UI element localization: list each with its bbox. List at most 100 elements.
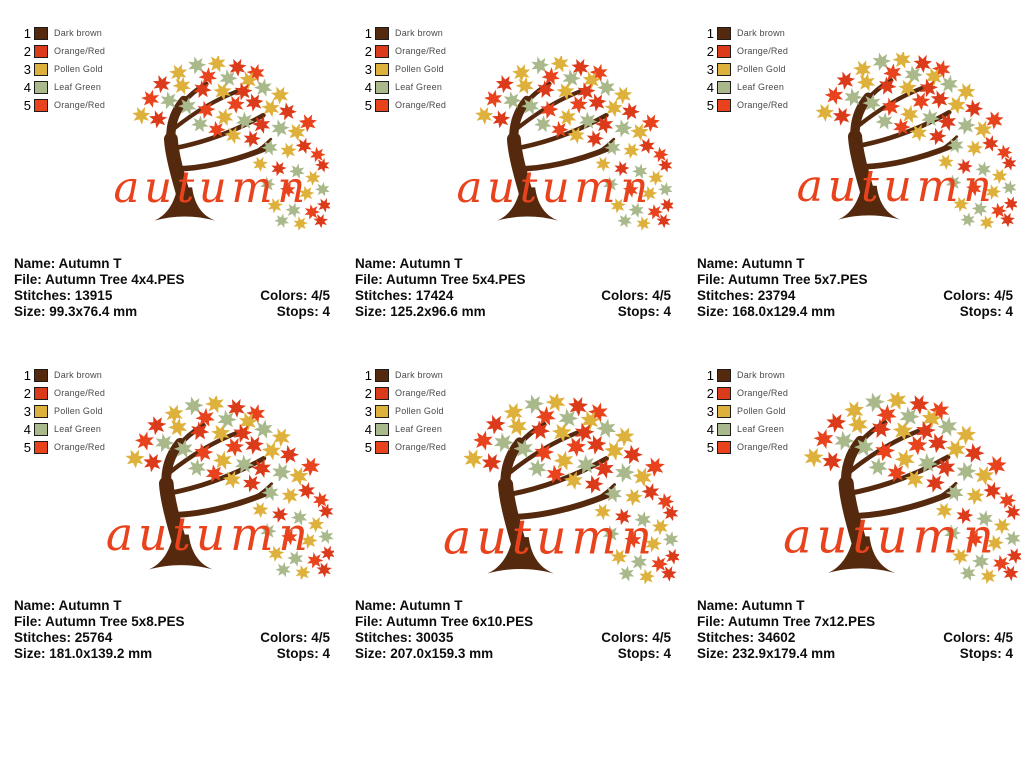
design-colors: Colors: 4/5 <box>601 288 671 304</box>
legend-item: 5 Orange/Red <box>20 96 105 114</box>
legend-item-number: 5 <box>706 97 714 113</box>
name-label: Name: <box>14 256 56 271</box>
legend-item-number: 5 <box>23 439 31 455</box>
design-name: Name: Autumn T <box>14 598 330 614</box>
legend-item: 4 Leaf Green <box>20 78 105 96</box>
legend-item-number: 3 <box>364 403 372 419</box>
color-swatch <box>375 404 389 418</box>
legend-item-label: Pollen Gold <box>395 64 444 74</box>
legend-item: 2 Orange/Red <box>20 42 105 60</box>
color-swatch <box>375 440 389 454</box>
design-size: Size: 207.0x159.3 mm <box>355 646 493 662</box>
file-label: File: <box>355 614 383 629</box>
design-stops: Stops: 4 <box>618 646 671 662</box>
colors-value: 4/5 <box>652 630 671 645</box>
legend-item: 3 Pollen Gold <box>361 60 446 78</box>
stitches-label: Stitches: <box>355 288 413 303</box>
legend-item-number: 1 <box>23 367 31 383</box>
file-label: File: <box>355 272 383 287</box>
legend-item: 4 Leaf Green <box>361 78 446 96</box>
color-swatch <box>34 386 48 400</box>
thread-color-legend: 1 Dark brown 2 Orange/Red 3 Pollen Gold … <box>361 24 446 114</box>
legend-item: 3 Pollen Gold <box>20 402 105 420</box>
size-stops-row: Size: 168.0x129.4 mm Stops: 4 <box>697 304 1013 320</box>
design-file: File: Autumn Tree 6x10.PES <box>355 614 671 630</box>
design-stops: Stops: 4 <box>277 646 330 662</box>
design-name: Name: Autumn T <box>355 598 671 614</box>
color-swatch <box>717 386 731 400</box>
legend-item: 2 Orange/Red <box>361 384 446 402</box>
legend-item: 3 Pollen Gold <box>20 60 105 78</box>
legend-item: 1 Dark brown <box>20 24 105 42</box>
legend-item-number: 2 <box>706 43 714 59</box>
colors-label: Colors: <box>601 630 649 645</box>
name-label: Name: <box>697 598 739 613</box>
legend-item-number: 1 <box>706 367 714 383</box>
stops-value: 4 <box>663 646 671 661</box>
legend-item-label: Orange/Red <box>395 100 447 110</box>
legend-item-number: 3 <box>364 61 372 77</box>
thread-color-legend: 1 Dark brown 2 Orange/Red 3 Pollen Gold … <box>703 366 788 456</box>
file-value: Autumn Tree 6x10.PES <box>386 614 534 629</box>
design-colors: Colors: 4/5 <box>943 630 1013 646</box>
stitches-colors-row: Stitches: 13915 Colors: 4/5 <box>14 288 330 304</box>
design-size: Size: 168.0x129.4 mm <box>697 304 835 320</box>
size-value: 99.3x76.4 mm <box>49 304 138 319</box>
stops-value: 4 <box>322 304 330 319</box>
stitches-value: 34602 <box>757 630 796 645</box>
color-swatch <box>717 404 731 418</box>
legend-item-label: Orange/Red <box>737 100 789 110</box>
legend-item-number: 1 <box>706 25 714 41</box>
stops-label: Stops: <box>959 646 1002 661</box>
stitches-value: 30035 <box>415 630 454 645</box>
legend-item: 4 Leaf Green <box>20 420 105 438</box>
stitches-label: Stitches: <box>697 288 755 303</box>
color-swatch <box>717 98 731 112</box>
design-card: 1 Dark brown 2 Orange/Red 3 Pollen Gold … <box>683 0 1024 342</box>
color-swatch <box>375 62 389 76</box>
legend-item: 5 Orange/Red <box>20 438 105 456</box>
design-size: Size: 232.9x179.4 mm <box>697 646 835 662</box>
legend-item-label: Orange/Red <box>395 46 447 56</box>
stitches-label: Stitches: <box>14 630 72 645</box>
stitches-value: 25764 <box>74 630 113 645</box>
colors-value: 4/5 <box>994 630 1013 645</box>
file-value: Autumn Tree 5x8.PES <box>45 614 185 629</box>
legend-item: 4 Leaf Green <box>703 420 788 438</box>
colors-label: Colors: <box>260 630 308 645</box>
color-swatch <box>34 80 48 94</box>
color-swatch <box>717 44 731 58</box>
color-swatch <box>34 404 48 418</box>
stitches-label: Stitches: <box>697 630 755 645</box>
legend-item-number: 2 <box>364 43 372 59</box>
stitches-colors-row: Stitches: 30035 Colors: 4/5 <box>355 630 671 646</box>
design-card: 1 Dark brown 2 Orange/Red 3 Pollen Gold … <box>341 0 682 342</box>
design-colors: Colors: 4/5 <box>943 288 1013 304</box>
size-stops-row: Size: 232.9x179.4 mm Stops: 4 <box>697 646 1013 662</box>
size-label: Size: <box>355 646 387 661</box>
file-value: Autumn Tree 5x7.PES <box>728 272 868 287</box>
design-colors: Colors: 4/5 <box>260 630 330 646</box>
legend-item-number: 4 <box>364 421 372 437</box>
name-label: Name: <box>355 598 397 613</box>
legend-item: 2 Orange/Red <box>20 384 105 402</box>
design-info: Name: Autumn T File: Autumn Tree 6x10.PE… <box>355 598 671 662</box>
legend-item-label: Leaf Green <box>737 82 785 92</box>
stops-label: Stops: <box>276 304 319 319</box>
stitches-colors-row: Stitches: 23794 Colors: 4/5 <box>697 288 1013 304</box>
legend-item-label: Dark brown <box>737 28 786 38</box>
embroidery-tree-artwork <box>437 394 679 586</box>
design-name: Name: Autumn T <box>697 598 1013 614</box>
legend-item: 1 Dark brown <box>703 366 788 384</box>
design-name: Name: Autumn T <box>697 256 1013 272</box>
design-size: Size: 99.3x76.4 mm <box>14 304 137 320</box>
design-stitches: Stitches: 23794 <box>697 288 795 304</box>
legend-item-number: 4 <box>23 79 31 95</box>
legend-item-label: Orange/Red <box>54 100 106 110</box>
size-value: 207.0x159.3 mm <box>390 646 494 661</box>
legend-item: 1 Dark brown <box>361 366 446 384</box>
legend-item-label: Dark brown <box>737 370 786 380</box>
name-value: Autumn T <box>58 256 122 271</box>
legend-item: 2 Orange/Red <box>361 42 446 60</box>
name-label: Name: <box>697 256 739 271</box>
